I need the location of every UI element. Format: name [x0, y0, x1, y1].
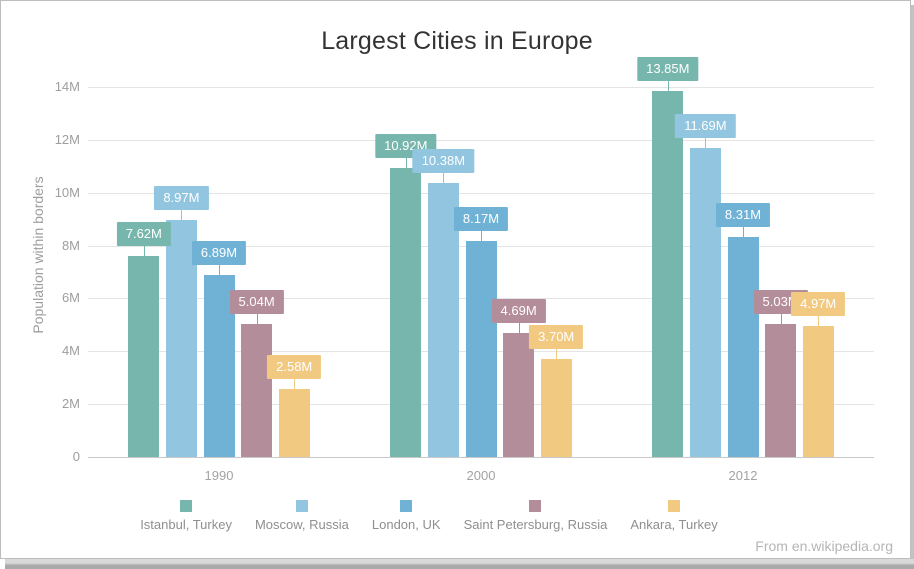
legend-label: Ankara, Turkey — [630, 517, 718, 532]
x-tick-label: 2012 — [728, 468, 758, 483]
callout-connector — [667, 81, 669, 91]
callout-connector — [143, 245, 145, 256]
gridline — [88, 193, 874, 194]
callout-connector — [705, 138, 707, 149]
legend-item[interactable]: Istanbul, Turkey — [140, 500, 232, 532]
bar-value-label: 11.69M — [675, 114, 736, 139]
y-tick-label: 12M — [54, 131, 80, 147]
bar-value-label: 6.89M — [191, 240, 247, 265]
gridline — [88, 140, 874, 141]
bar-value-label: 13.85M — [637, 57, 699, 81]
legend-swatch-icon — [529, 500, 542, 512]
legend-swatch-icon — [668, 500, 681, 512]
bar[interactable] — [802, 325, 834, 457]
bar[interactable] — [165, 219, 197, 457]
callout-connector — [818, 315, 820, 326]
legend-item[interactable]: Moscow, Russia — [255, 500, 349, 532]
callout-connector — [556, 349, 558, 360]
legend: Istanbul, Turkey Moscow, Russia London, UK… — [0, 500, 858, 532]
bar-value-label: 4.69M — [491, 299, 546, 324]
legend-label: Saint Petersburg, Russia — [463, 517, 608, 532]
legend-item[interactable]: London, UK — [372, 500, 441, 532]
bar[interactable] — [503, 333, 535, 458]
legend-item[interactable]: Saint Petersburg, Russia — [463, 500, 608, 532]
callout-connector — [743, 227, 744, 238]
y-tick-label: 14M — [54, 79, 80, 94]
y-tick-label: 10M — [54, 184, 80, 200]
bar[interactable] — [203, 274, 235, 457]
bar[interactable] — [765, 324, 797, 457]
callout-connector — [219, 264, 220, 275]
bar-value-label: 5.04M — [229, 289, 284, 314]
panel-shadow-right — [911, 5, 914, 562]
bar[interactable] — [727, 237, 759, 457]
x-tick-label: 1990 — [204, 468, 234, 483]
bar[interactable] — [689, 148, 721, 457]
bar[interactable] — [427, 182, 459, 457]
bar[interactable] — [128, 255, 160, 457]
y-tick-label: 2M — [61, 396, 80, 412]
legend-swatch-icon — [400, 500, 413, 512]
bar[interactable] — [278, 388, 310, 457]
legend-label: Moscow, Russia — [254, 517, 349, 532]
bar[interactable] — [390, 168, 422, 457]
callout-connector — [443, 172, 445, 183]
attribution: From en.wikipedia.org — [755, 538, 893, 554]
callout-connector — [256, 313, 258, 324]
bar[interactable] — [465, 241, 497, 457]
callout-connector — [481, 231, 482, 242]
bar-value-label: 4.97M — [791, 291, 846, 316]
bar-value-label: 2.58M — [267, 354, 322, 379]
chart-title: Largest Cities in Europe — [321, 26, 593, 55]
callout-connector — [780, 314, 782, 325]
callout-connector — [294, 378, 296, 389]
legend-item[interactable]: Ankara, Turkey — [630, 500, 718, 532]
x-tick-label: 2000 — [466, 468, 496, 483]
y-tick-label: 4M — [61, 343, 80, 359]
panel-shadow-bottom — [5, 559, 914, 569]
legend-label: Istanbul, Turkey — [140, 517, 232, 532]
legend-swatch-icon — [180, 500, 193, 512]
y-tick-label: 8M — [61, 237, 80, 253]
bar[interactable] — [652, 91, 684, 457]
y-tick-label: 0 — [72, 449, 80, 464]
y-axis-title: Population within borders — [30, 176, 46, 334]
bar-value-label: 7.62M — [116, 221, 171, 246]
bar[interactable] — [241, 323, 273, 457]
bar[interactable] — [540, 359, 572, 457]
bar-value-label: 10.38M — [412, 148, 475, 173]
gridline — [88, 87, 874, 88]
legend-swatch-icon — [295, 500, 308, 512]
callout-connector — [518, 323, 520, 334]
callout-connector — [181, 209, 183, 220]
legend-label: London, UK — [371, 517, 441, 532]
bar-value-label: 3.70M — [529, 325, 584, 350]
gridline — [88, 457, 874, 458]
callout-connector — [405, 158, 407, 169]
y-tick-label: 6M — [61, 290, 80, 306]
bar-value-label: 8.97M — [154, 185, 209, 210]
bar-value-label: 8.17M — [453, 207, 509, 232]
bar-value-label: 8.31M — [715, 203, 771, 228]
